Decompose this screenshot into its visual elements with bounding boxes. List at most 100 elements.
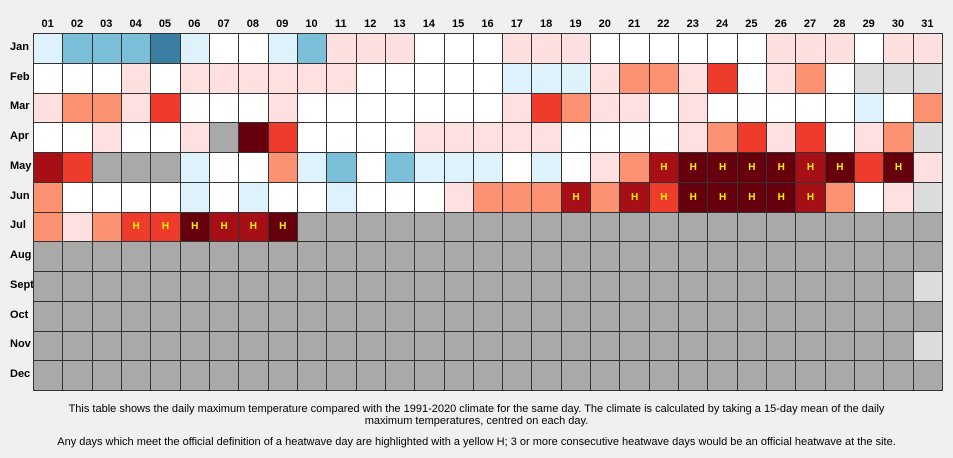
day-cell: [296, 62, 328, 94]
day-cell: [766, 211, 797, 243]
day-cell: [824, 62, 856, 94]
day-cell: [33, 241, 64, 272]
day-cell: [33, 300, 64, 332]
day-cell: [590, 271, 621, 302]
day-cell: [326, 122, 357, 153]
day-cell: [590, 62, 621, 94]
day-cell: [179, 33, 210, 64]
column-header: 25: [745, 18, 758, 30]
day-cell: [854, 271, 885, 302]
column-header: 19: [569, 18, 582, 30]
day-cell: [33, 33, 64, 64]
day-cell: [502, 300, 533, 332]
day-cell: [707, 92, 738, 124]
day-cell: [854, 330, 885, 362]
day-cell: [560, 152, 592, 183]
day-cell: [355, 181, 386, 213]
day-cell: [619, 211, 650, 243]
day-cell: [238, 152, 269, 183]
day-cell: [33, 122, 64, 153]
day-cell: [472, 360, 504, 391]
day-cell: [648, 211, 680, 243]
day-cell: [854, 300, 885, 332]
day-cell: [33, 62, 64, 94]
day-cell: [619, 33, 650, 64]
day-cell: [912, 62, 943, 94]
day-cell: [472, 300, 504, 332]
day-cell: [443, 181, 474, 213]
day-cell: [326, 241, 357, 272]
day-cell: [208, 300, 240, 332]
day-cell: [912, 33, 943, 64]
day-cell: [62, 181, 93, 213]
day-cell: H: [795, 152, 826, 183]
day-cell: H: [648, 152, 680, 183]
column-header: 18: [540, 18, 553, 30]
footnote: This table shows the daily maximum tempe…: [68, 403, 885, 427]
day-cell: [560, 211, 592, 243]
day-cell: [707, 271, 738, 302]
day-cell: H: [619, 181, 650, 213]
day-cell: [238, 122, 269, 153]
day-cell: [766, 33, 797, 64]
day-cell: [33, 181, 64, 213]
day-cell: [62, 152, 93, 183]
day-cell: [414, 211, 445, 243]
day-cell: [150, 330, 181, 362]
day-cell: [883, 241, 914, 272]
day-cell: [766, 360, 797, 391]
day-cell: [912, 211, 943, 243]
day-cell: [296, 33, 328, 64]
day-cell: [531, 300, 562, 332]
day-cell: [267, 271, 298, 302]
day-cell: [502, 271, 533, 302]
day-cell: [648, 271, 680, 302]
day-cell: [120, 330, 152, 362]
day-cell: [62, 271, 93, 302]
day-cell: [883, 360, 914, 391]
day-cell: [854, 62, 885, 94]
day-cell: [150, 152, 181, 183]
day-cell: [238, 181, 269, 213]
day-cell: [120, 360, 152, 391]
day-cell: [355, 152, 386, 183]
column-header: 24: [715, 18, 729, 30]
day-cell: [707, 300, 738, 332]
column-header: 15: [452, 18, 465, 30]
day-cell: [619, 152, 650, 183]
day-cell: [33, 92, 64, 124]
day-cell: [443, 271, 474, 302]
day-cell: [267, 33, 298, 64]
row-label: Apr: [10, 130, 29, 143]
day-cell: [238, 92, 269, 124]
row-label: Aug: [10, 249, 32, 262]
day-cell: [267, 360, 298, 391]
column-header: 04: [129, 18, 142, 30]
day-cell: [472, 92, 504, 124]
day-cell: [531, 360, 562, 391]
day-cell: [296, 152, 328, 183]
day-cell: [33, 271, 64, 302]
day-cell: [560, 33, 592, 64]
day-cell: [91, 211, 122, 243]
day-cell: [326, 92, 357, 124]
day-cell: [883, 92, 914, 124]
day-cell: [824, 181, 856, 213]
column-header: 28: [833, 18, 846, 30]
day-cell: [502, 33, 533, 64]
day-cell: [296, 122, 328, 153]
footnote: Any days which meet the official definit…: [57, 436, 896, 448]
day-cell: [502, 122, 533, 153]
day-cell: [33, 330, 64, 362]
day-cell: [384, 181, 416, 213]
day-cell: [736, 62, 768, 94]
day-cell: [62, 241, 93, 272]
day-cell: [355, 33, 386, 64]
day-cell: H: [707, 152, 738, 183]
day-cell: [824, 122, 856, 153]
day-cell: [208, 62, 240, 94]
day-cell: [590, 211, 621, 243]
row-label: May: [10, 159, 32, 172]
day-cell: [179, 92, 210, 124]
day-cell: [678, 330, 709, 362]
